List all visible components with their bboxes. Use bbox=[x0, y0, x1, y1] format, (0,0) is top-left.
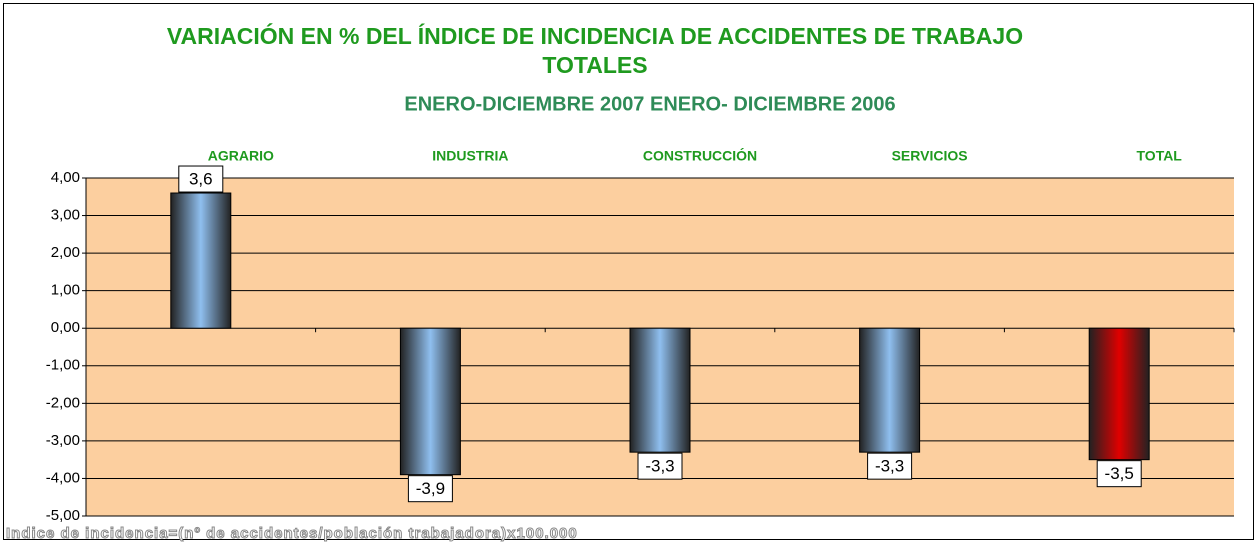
y-tick-label: -4,00 bbox=[46, 469, 80, 486]
value-label-box bbox=[1096, 460, 1142, 488]
chart-title: VARIACIÓN EN % DEL ÍNDICE DE INCIDENCIA … bbox=[166, 23, 1024, 78]
bar bbox=[859, 327, 921, 453]
bar bbox=[629, 327, 691, 453]
y-tick-label: -1,00 bbox=[46, 357, 80, 374]
x-tick-label: AGRARIO bbox=[208, 148, 274, 164]
bar bbox=[399, 327, 461, 476]
value-label-box bbox=[178, 165, 224, 193]
value-label-box bbox=[407, 475, 453, 503]
bar bbox=[170, 192, 232, 329]
y-tick-label: 0,00 bbox=[51, 319, 80, 336]
value-label: -3,9 bbox=[416, 479, 445, 498]
bar bbox=[1088, 327, 1150, 461]
y-tick-label: -3,00 bbox=[46, 432, 80, 449]
x-tick-label: SERVICIOS bbox=[892, 148, 968, 164]
value-label-box bbox=[637, 452, 683, 480]
x-tick-label: TOTAL bbox=[1137, 148, 1183, 164]
value-label: 3,6 bbox=[189, 170, 213, 189]
chart-subtitle: ENERO-DICIEMBRE 2007 ENERO- DICIEMBRE 20… bbox=[404, 93, 895, 115]
y-tick-label: 3,00 bbox=[51, 207, 80, 224]
value-label-box bbox=[867, 452, 913, 480]
y-tick-label: 1,00 bbox=[51, 282, 80, 299]
y-tick-label: -2,00 bbox=[46, 394, 80, 411]
x-tick-label: INDUSTRIA bbox=[432, 148, 508, 164]
y-tick-label: -5,00 bbox=[46, 507, 80, 524]
value-label: -3,3 bbox=[645, 457, 674, 476]
value-label: -3,3 bbox=[875, 457, 904, 476]
footnote: Indice de incidencia=(nº de accidentes/p… bbox=[6, 525, 578, 542]
value-label: -3,5 bbox=[1105, 464, 1134, 483]
y-tick-label: 2,00 bbox=[51, 244, 80, 261]
x-tick-label: CONSTRUCCIÓN bbox=[643, 147, 757, 164]
y-tick-label: 4,00 bbox=[51, 169, 80, 186]
